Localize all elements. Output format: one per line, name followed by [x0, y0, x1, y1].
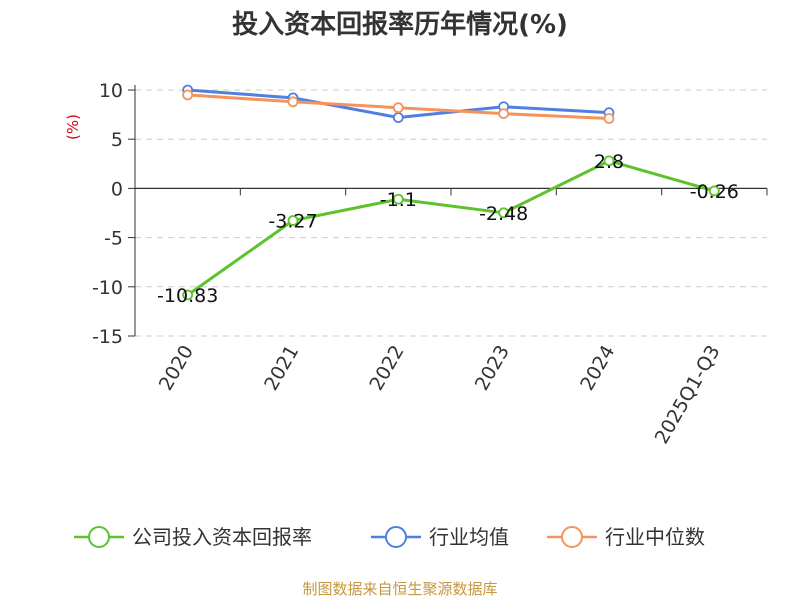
data-point[interactable] — [498, 108, 510, 120]
y-tick-label: 5 — [111, 129, 123, 151]
y-tick-label: -10 — [92, 277, 123, 299]
legend-label[interactable]: 公司投入资本回报率 — [132, 525, 312, 549]
y-tick-label: -15 — [92, 326, 123, 348]
x-tick-label: 2024 — [576, 342, 619, 395]
y-tick-label: -5 — [104, 228, 123, 250]
gridlines — [135, 89, 767, 337]
data-label: -3.27 — [268, 211, 317, 233]
data-labels: -10.83 -3.27 -1.1 -2.48 2.8 -0.26 — [157, 151, 739, 307]
series-group — [182, 84, 720, 301]
data-label: -10.83 — [157, 285, 218, 307]
axes: 10 5 0 -5 -10 -15 2020 2021 2022 2023 2024 2025Q1-Q… — [92, 80, 768, 448]
y-tick-label: 0 — [111, 178, 123, 200]
data-point[interactable] — [287, 96, 299, 108]
data-point[interactable] — [287, 215, 299, 226]
data-label: -1.1 — [380, 189, 417, 211]
legend: 公司投入资本回报率 行业均值 行业中位数 — [74, 525, 705, 549]
data-point[interactable] — [603, 113, 615, 124]
x-tick-label: 2025Q1-Q3 — [651, 342, 725, 448]
x-tick-label: 2022 — [365, 342, 408, 395]
legend-label[interactable]: 行业中位数 — [605, 525, 705, 549]
data-point[interactable] — [708, 185, 720, 197]
series-line — [186, 159, 715, 297]
x-tick-label: 2021 — [260, 342, 303, 395]
legend-marker — [88, 526, 110, 548]
data-point[interactable] — [392, 112, 404, 123]
chart-title: 投入资本回报率历年情况(%) — [232, 9, 568, 40]
data-point[interactable] — [498, 207, 510, 219]
x-tick-label: 2020 — [155, 342, 198, 395]
data-point[interactable] — [392, 193, 404, 205]
data-point[interactable] — [392, 102, 404, 114]
y-tick-label: 10 — [99, 80, 123, 102]
data-label: 2.8 — [594, 151, 624, 173]
data-label: -2.48 — [479, 203, 528, 225]
data-label: -0.26 — [690, 181, 739, 203]
legend-marker — [385, 526, 407, 548]
y-axis-unit: (%) — [64, 114, 82, 140]
data-point[interactable] — [182, 89, 194, 101]
source-note: 制图数据来自恒生聚源数据库 — [302, 580, 497, 598]
legend-label[interactable]: 行业均值 — [429, 525, 509, 549]
data-point[interactable] — [603, 155, 615, 167]
x-tick-label: 2023 — [471, 341, 514, 394]
legend-marker — [561, 526, 583, 548]
data-point[interactable] — [182, 289, 194, 301]
